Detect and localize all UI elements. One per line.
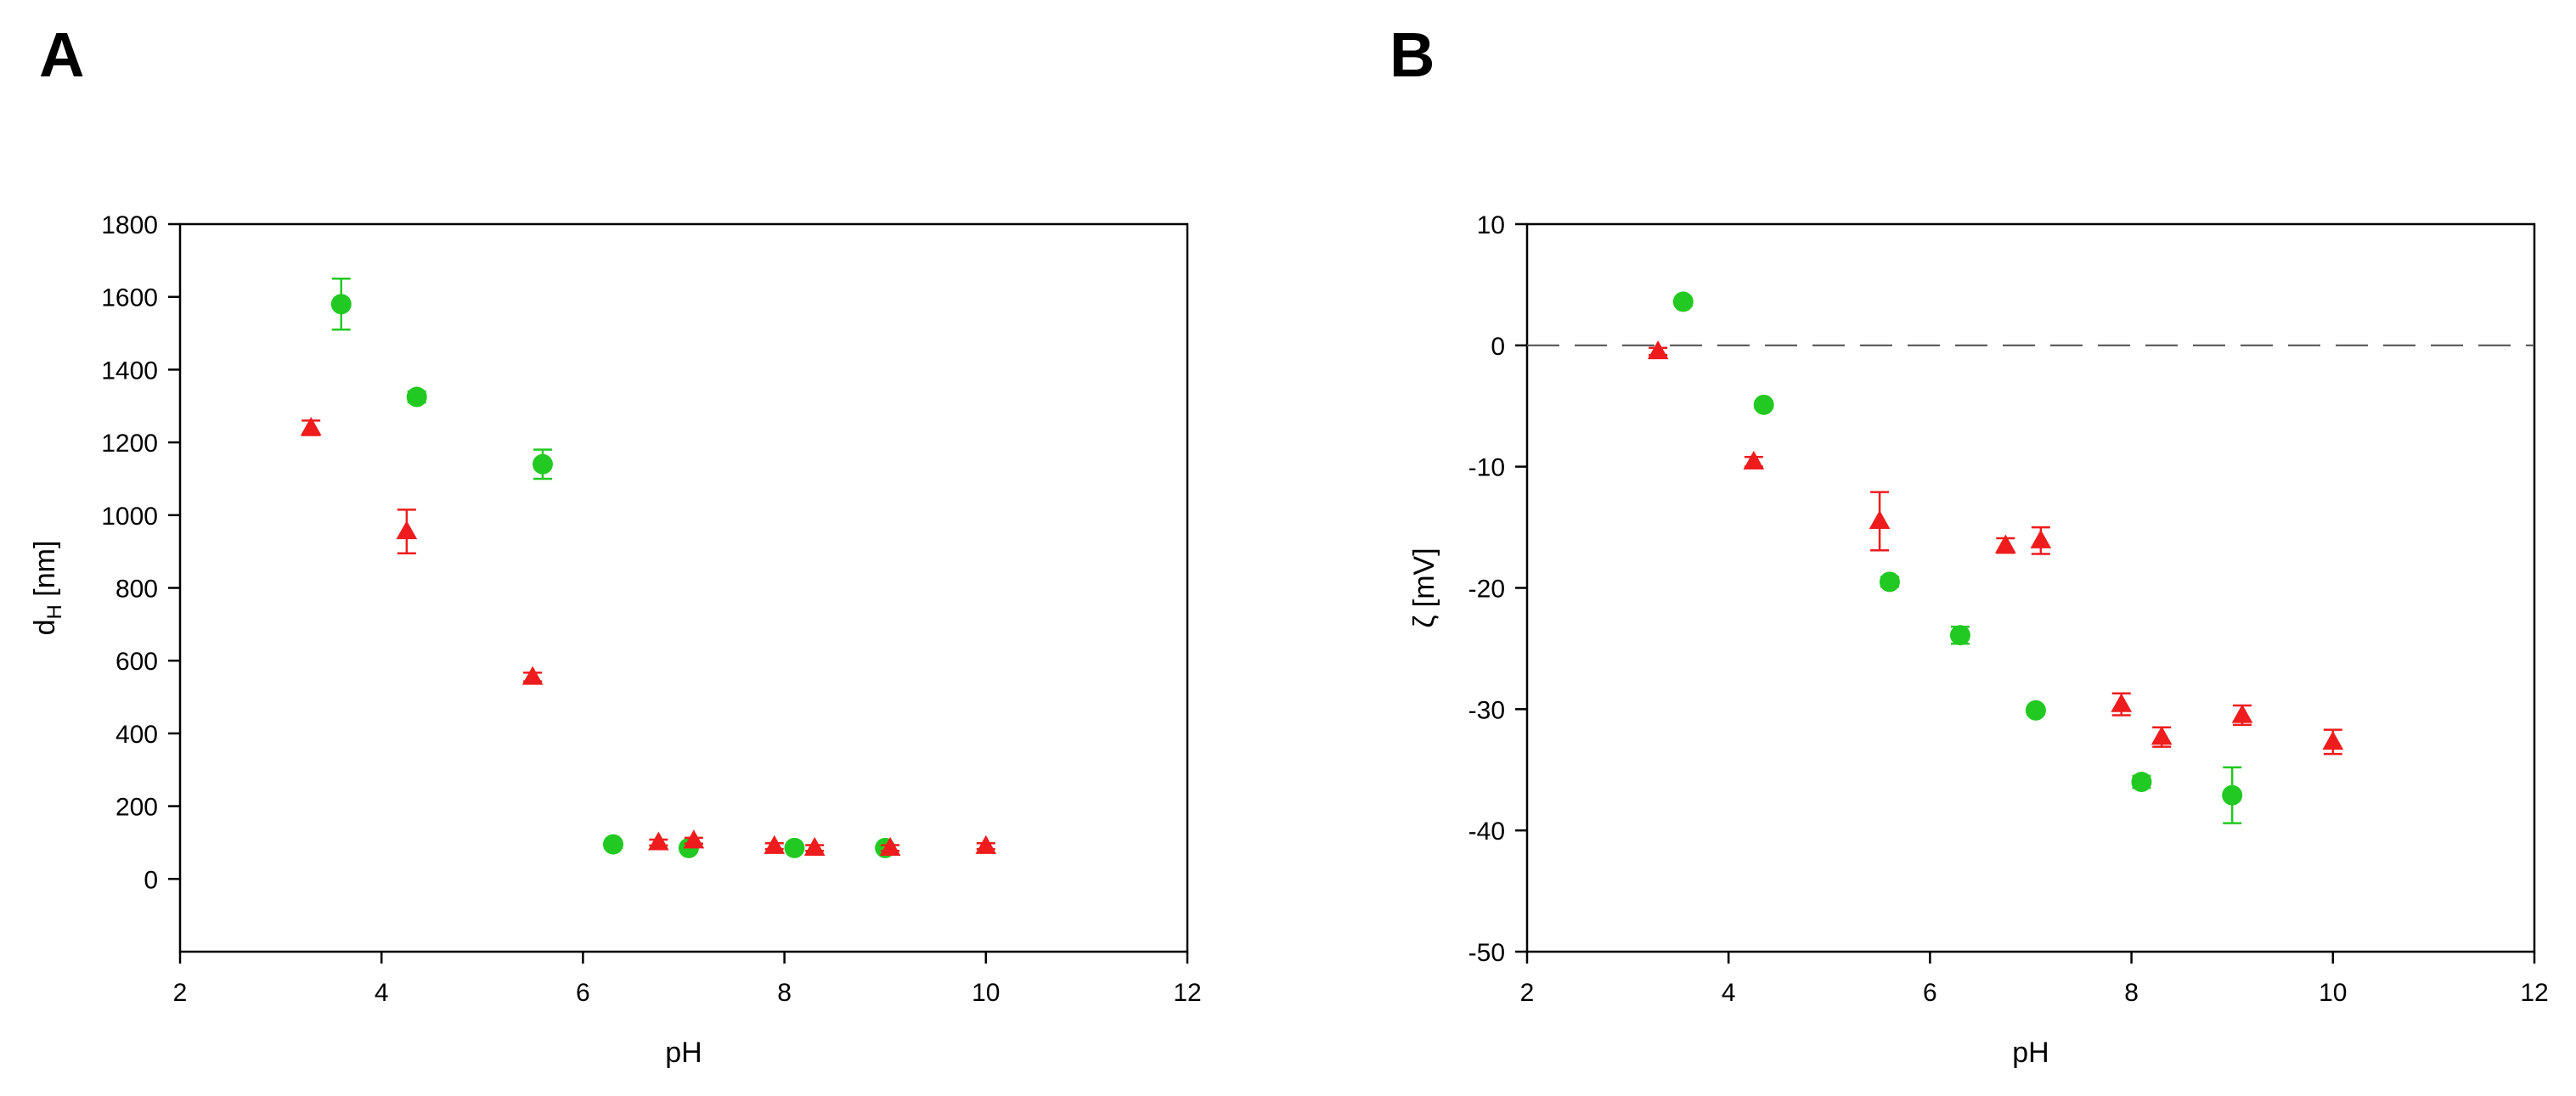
data-point-triangle [2111,693,2133,712]
panel-b: B 2 4 6 8 10 12 -50 -40 -30 -20 -10 0 10 pH ζ [mV] [1288,0,2576,1096]
dh-chart: 2 4 6 8 10 12 0 200 400 600 800 1000 1200 1400 1600 180… [29,211,1202,1069]
data-point-triangle [1647,340,1669,360]
x-tick-label: 6 [1923,979,1937,1007]
x-axis-title: pH [2012,1037,2049,1069]
data-point-circle [1753,394,1774,415]
plot-frame [1525,222,2536,953]
y-tick-label: -30 [1468,696,1505,724]
data-point-circle [602,834,623,855]
series-triangle [300,416,997,856]
y-tick-label: -40 [1468,818,1505,846]
data-point-triangle [648,831,669,851]
panel-label-a: A [39,20,85,90]
data-point-triangle [1995,534,2016,554]
x-tick-label: 12 [2520,979,2548,1007]
data-point-circle [330,294,352,315]
x-tick-label: 4 [375,979,389,1007]
data-point-circle [1879,571,1900,593]
y-tick-label: 800 [116,576,158,604]
y-tick-label: -10 [1468,454,1505,482]
data-point-triangle [2150,726,2173,745]
y-tick-label: 1800 [101,211,158,239]
y-tick-label: 1000 [101,503,158,531]
data-point-triangle [1743,450,1765,470]
data-point-triangle [1869,509,1891,530]
x-tick-label: 10 [2319,979,2347,1007]
data-point-triangle [683,829,705,849]
data-point-circle [532,453,553,475]
x-tick-label: 6 [576,979,590,1007]
y-tick-label: 0 [144,866,158,894]
x-tick-label: 4 [1722,979,1736,1007]
series-circle [1672,291,2243,824]
data-point-triangle [396,520,418,540]
data-point-triangle [2231,704,2253,723]
data-point-circle [1949,625,1970,646]
data-point-circle [406,386,427,407]
y-tick-label: -50 [1468,939,1505,967]
x-tick-label: 2 [173,979,188,1007]
y-tick-label: 10 [1477,211,1505,239]
y-tick-label: 200 [116,794,158,822]
data-point-triangle [803,836,826,856]
data-point-triangle [2322,730,2344,750]
y-tick-label: 600 [116,648,158,676]
x-tick-label: 12 [1173,979,1201,1007]
y-tick-label: 400 [116,721,158,749]
data-point-triangle [764,835,786,854]
y-tick-label: 0 [1491,333,1505,361]
data-point-triangle [2030,529,2052,548]
data-point-triangle [521,666,544,685]
data-point-circle [2131,772,2152,793]
y-axis-title: dH [nm] [29,541,66,636]
data-point-circle [784,837,805,858]
panel-label-b: B [1389,20,1435,90]
panel-a: A 2 4 6 8 10 12 0 200 400 600 800 1000 1200 1400 1600 1… [29,20,1202,1069]
data-point-circle [2222,784,2243,806]
x-tick-label: 8 [2124,979,2139,1007]
data-point-circle [1672,291,1694,312]
y-axis-title: ζ [mV] [1408,548,1440,627]
series-circle [330,278,896,858]
data-point-triangle [879,836,901,856]
y-tick-label: 1200 [101,430,158,458]
x-axis-title: pH [665,1037,702,1069]
series-triangle [1647,340,2344,756]
x-tick-label: 2 [1520,979,1535,1007]
y-tick-label: -20 [1468,576,1505,604]
data-point-triangle [300,416,322,436]
data-point-circle [2025,700,2046,721]
y-tick-label: 1400 [101,357,158,385]
zeta-chart: 2 4 6 8 10 12 -50 -40 -30 -20 -10 0 10 pH ζ [mV] [1408,211,2549,1069]
x-tick-label: 10 [972,979,1000,1007]
data-point-triangle [975,835,997,854]
x-tick-label: 8 [777,979,792,1007]
y-tick-label: 1600 [101,284,158,312]
